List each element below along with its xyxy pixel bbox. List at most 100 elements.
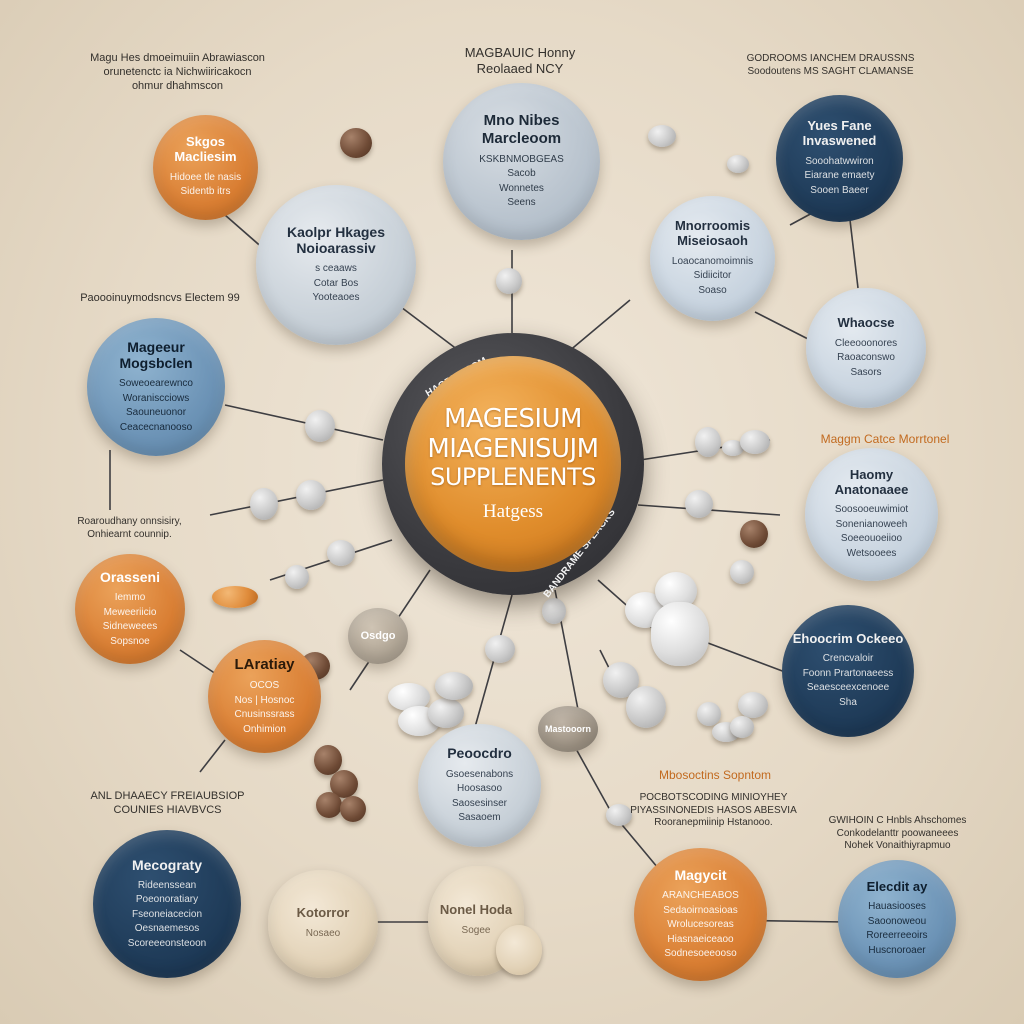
node-detail: Eiarane emaety (804, 170, 875, 182)
node-detail: KSKBNMOBGEAS (479, 153, 564, 165)
node-detail: Saouneuonor (125, 407, 187, 419)
node-detail: Hidoee tle nasis (169, 171, 242, 183)
center-title-line-2: MIAGENISUJM (427, 433, 599, 464)
node-title: Skgos Macliesim (174, 134, 237, 164)
node-detail: Sooen Baeer (810, 184, 869, 196)
node-detail: Loaocanomoimnis (671, 255, 754, 267)
caption-line: COUNIES HIAVBVCS (113, 803, 222, 816)
grey-pill (305, 410, 335, 442)
node-detail: Seens (507, 197, 536, 209)
node-navy-bottom-left: Mecograty Rideenssean Poeonoratiary Fseo… (93, 830, 241, 978)
node-detail: Saosesinser (451, 797, 508, 809)
node-detail: Sidentb itrs (180, 186, 231, 198)
grey-pill (697, 702, 721, 726)
node-detail: Gsoesenabons (445, 768, 514, 780)
node-title: Ehoocrim Ockeeo (792, 630, 904, 646)
node-detail: Sasaoem (458, 812, 501, 824)
node-detail: Sopsnoe (110, 635, 150, 647)
connector-line (224, 404, 384, 441)
node-grey-bottom-center: Peoocdro Gsoesenabons Hoosasoo Saosesins… (418, 724, 541, 847)
node-detail: Onhimion (243, 723, 286, 735)
node-detail: Saoonoweou (867, 915, 927, 927)
node-title: Whaocse (837, 314, 895, 330)
caption-line: ohmur dhahmscon (131, 79, 224, 92)
caption-line: Onhiearnt counnip. (87, 528, 172, 540)
node-detail: Sedaoirnoasioas (663, 904, 738, 916)
node-stone-small: Osdgo (348, 608, 408, 664)
node-detail: Sogee (461, 925, 491, 937)
node-detail: Nos | Hosnoc (234, 694, 295, 706)
grey-pill (485, 635, 515, 663)
caption-right-mid: Maggm Catce Morrtonel (820, 432, 950, 446)
node-blue-bottom-right: Elecdit ay Hauasiooses Saoonoweou Roreer… (838, 860, 956, 978)
grey-pill (285, 565, 309, 589)
brown-pill (340, 796, 366, 822)
node-detail: Crencvaloir (822, 653, 874, 665)
grey-pill (722, 440, 744, 456)
orange-capsule (212, 586, 258, 608)
caption-line: GODROOMS IANCHEM DRAUSSNS (746, 53, 915, 64)
caption-line: GWIHOIN C Hnbls Ahschomes (828, 815, 967, 826)
grey-pill (250, 488, 278, 520)
caption-line: orunetenctc ia Nichwiiricakocn (103, 65, 252, 78)
node-stone-small-2: Mastooorn (538, 706, 598, 752)
node-title: Osdgo (360, 629, 396, 642)
node-detail: Sooohatwwiron (805, 155, 874, 167)
grey-pill (730, 560, 754, 584)
connector-line (199, 739, 226, 773)
caption-line: MAGBAUIC Honny (464, 45, 576, 60)
node-detail: Iemmo (114, 592, 146, 604)
grey-pill (428, 698, 464, 728)
node-orange-lower-center: LAratiay OCOS Nos | Hosnoc Cnusinssrass … (208, 640, 321, 753)
white-tablet (651, 602, 709, 666)
connector-line (567, 299, 631, 353)
connector-line (849, 219, 859, 289)
node-detail: Meweeriicio (103, 606, 157, 618)
grey-pill (435, 672, 473, 700)
grey-pill (496, 268, 522, 294)
node-title: Kotorror (296, 905, 350, 921)
center-title-line-1: MAGESIUM (444, 404, 582, 435)
node-stone-1: Kotorror Nosaeo (268, 870, 378, 978)
node-detail: Hiasnaeiceaoo (667, 933, 734, 945)
node-detail: Cotar Bos (313, 277, 359, 289)
stone-piece (496, 925, 542, 975)
node-detail: Raoaconswo (837, 352, 895, 364)
brown-pill (314, 745, 342, 775)
node-grey-upper-right: Mnorroomis Miseiosaoh Loaocanomoimnis Si… (650, 196, 775, 321)
grey-pill (730, 716, 754, 738)
node-title: Mageeur Mogsbclen (119, 338, 193, 371)
node-title: Magycit (674, 867, 727, 884)
node-detail: Sha (839, 696, 857, 708)
grey-pill (685, 490, 713, 518)
node-title: Elecdit ay (866, 878, 928, 894)
node-grey-right: Whaocse Cleeooonores Raoaconswo Sasors (806, 288, 926, 408)
node-detail: ARANCHEABOS (662, 890, 739, 902)
node-detail: Hoosasoo (456, 783, 503, 795)
node-orange-top-left: Skgos Macliesim Hidoee tle nasis Sidentb… (153, 115, 258, 220)
grey-pill (606, 804, 632, 826)
node-title: Yues Fane Invaswened (802, 117, 877, 148)
node-detail: Soeeouoeiioo (840, 533, 903, 545)
node-title: Haomy Anatonaaee (834, 466, 909, 497)
grey-pill (727, 155, 749, 173)
node-navy-right: Ehoocrim Ockeeo Crencvaloir Foonn Prarto… (782, 605, 914, 737)
node-orange-bottom-right: Magycit ARANCHEABOS Sedaoirnoasioas Wrol… (634, 848, 767, 981)
node-detail: Sidiicitor (693, 270, 732, 282)
connector-line (699, 639, 786, 673)
node-grey-top: Mno Nibes Marcleoom KSKBNMOBGEAS Sacob W… (443, 83, 600, 240)
caption-left-mid: Roaroudhany onnsisiry, Onhiearnt counnip… (62, 516, 197, 541)
brown-pill (340, 128, 372, 158)
node-title: Mastooorn (545, 723, 591, 734)
connector-line (754, 311, 811, 341)
node-detail: Seaesceexcenoee (806, 682, 890, 694)
node-title: Mno Nibes Marcleoom (481, 112, 562, 147)
grey-pill (738, 692, 768, 718)
caption-bottom-center-right: Mbosoctins Sopntom (658, 768, 772, 782)
node-detail: s ceaaws (315, 263, 357, 275)
node-detail: OCOS (249, 680, 280, 692)
caption-top-center: MAGBAUIC Honny Reolaaed NCY (440, 45, 600, 78)
caption-top-left: Magu Hes dmoeimuiin Abrawiascon oruneten… (55, 52, 300, 93)
node-detail: Nosaeo (305, 928, 341, 940)
